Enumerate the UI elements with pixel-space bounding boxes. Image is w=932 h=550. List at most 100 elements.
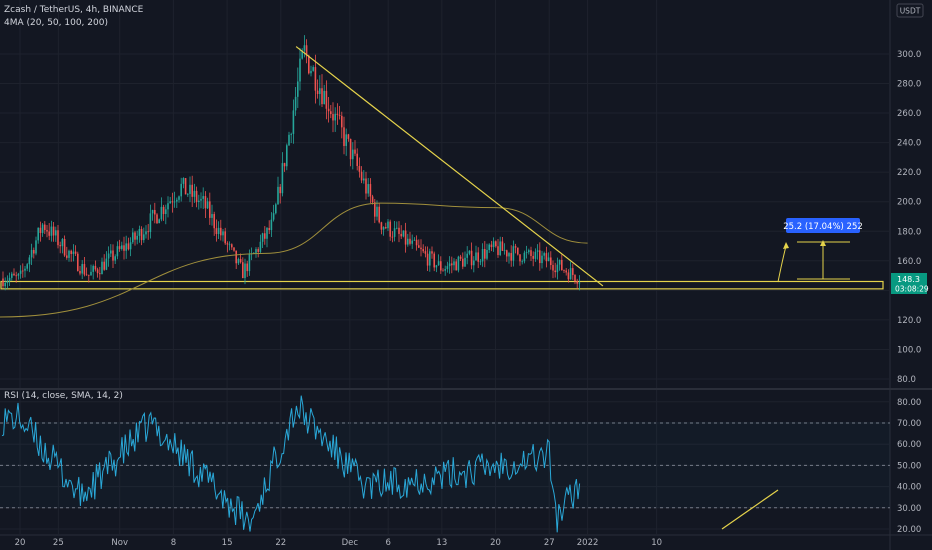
- candle-body: [209, 201, 211, 218]
- price-tick-label: 200.0: [897, 198, 921, 208]
- candle-body: [431, 251, 433, 254]
- price-badge-price: 148.3: [897, 275, 920, 284]
- candle-body: [11, 273, 13, 278]
- candle-body: [308, 55, 310, 74]
- price-axis[interactable]: 80.0100.0120.0140.0160.0180.0200.0220.02…: [897, 50, 921, 385]
- candle-body: [481, 249, 484, 262]
- candle-body: [4, 282, 6, 287]
- candle-body: [116, 246, 119, 257]
- candle-body: [99, 273, 101, 275]
- candle-body: [374, 202, 376, 217]
- candle-body: [114, 256, 116, 261]
- trendline[interactable]: [295, 46, 604, 287]
- candle-body: [508, 253, 510, 257]
- candle-body: [446, 266, 449, 270]
- symbol-title[interactable]: Zcash / TetherUS, 4h, BINANCE: [4, 5, 144, 15]
- candle-body: [486, 250, 488, 259]
- rsi-tick-label: 50.00: [897, 461, 921, 471]
- candle-body: [123, 245, 125, 251]
- candle-body: [213, 214, 215, 229]
- candle-body: [101, 261, 103, 275]
- candle-body: [277, 186, 279, 205]
- candle-body: [523, 252, 526, 262]
- candle-body: [334, 113, 336, 121]
- candle-body: [473, 260, 475, 266]
- price-badge-countdown: 03:08:29: [895, 285, 929, 294]
- candle-body: [66, 255, 68, 258]
- support-zone[interactable]: [0, 280, 884, 290]
- candle-body: [2, 278, 4, 287]
- candle-body: [550, 257, 552, 266]
- candle-body: [517, 247, 519, 255]
- candle-body: [363, 178, 365, 181]
- candle-body: [167, 203, 169, 210]
- candle-body: [17, 273, 20, 276]
- rsi-pane[interactable]: [0, 390, 890, 535]
- candle-body: [239, 259, 242, 263]
- time-axis[interactable]: 20 25 Nov 8 15 22 Dec 6 13 20 27 2022 10: [15, 538, 662, 548]
- candle-body: [336, 113, 339, 115]
- candle-body: [235, 250, 237, 264]
- rsi-tick-label: 60.00: [897, 440, 921, 450]
- candle-body: [143, 234, 145, 241]
- projection-arrows[interactable]: [777, 242, 789, 283]
- candle-body: [129, 242, 132, 250]
- indicator-legend[interactable]: 4MA (20, 50, 100, 200): [4, 18, 108, 28]
- candle-body: [268, 227, 270, 231]
- candle-body: [92, 265, 94, 272]
- rsi-legend[interactable]: RSI (14, close, SMA, 14, 2): [4, 391, 123, 401]
- candle-body: [13, 273, 15, 276]
- ma200-line: [0, 202, 588, 318]
- candle-body: [424, 251, 427, 254]
- candle-body: [90, 271, 92, 276]
- candle-body: [470, 250, 473, 266]
- candle-body: [193, 190, 196, 197]
- time-tick-label: Nov: [111, 538, 128, 548]
- candle-body: [6, 281, 9, 283]
- price-pane[interactable]: [0, 0, 890, 388]
- candle-body: [501, 241, 504, 251]
- candle-body: [180, 183, 182, 197]
- candle-body: [290, 133, 292, 135]
- candle-body: [530, 250, 532, 256]
- rsi-axis[interactable]: 20.00 30.00 40.00 50.00 60.00 70.00 80.00: [897, 398, 921, 535]
- candle-body: [55, 230, 57, 236]
- candle-body: [354, 149, 356, 154]
- candle-body: [154, 209, 156, 215]
- candle-body: [264, 233, 266, 239]
- candle-body: [371, 196, 374, 203]
- candle-body: [352, 149, 354, 160]
- rsi-tick-label: 30.00: [897, 504, 921, 514]
- candle-body: [198, 200, 200, 203]
- price-tick-label: 100.0: [897, 345, 921, 355]
- candle-body: [222, 231, 224, 236]
- candle-body: [574, 274, 576, 281]
- candle-body: [497, 246, 499, 255]
- candle-body: [459, 256, 462, 259]
- measure-tool[interactable]: 25.2 (17.04%) 252: [783, 218, 863, 280]
- time-tick-label: 27: [544, 538, 555, 548]
- candle-body: [96, 269, 99, 274]
- candle-body: [52, 226, 55, 236]
- candle-body: [477, 252, 479, 262]
- candle-body: [33, 249, 35, 254]
- candle-body: [61, 239, 64, 247]
- candle-body: [136, 235, 138, 240]
- candle-body: [448, 263, 451, 267]
- candle-body: [294, 96, 297, 111]
- candle-body: [528, 250, 530, 253]
- candle-body: [330, 111, 332, 115]
- currency-tag[interactable]: [896, 3, 924, 18]
- time-tick-label: Dec: [342, 538, 359, 548]
- candle-body: [237, 259, 240, 264]
- candle-body: [156, 214, 158, 224]
- candle-body: [244, 263, 246, 279]
- candle-body: [569, 268, 572, 280]
- rsi-trendline[interactable]: [721, 489, 779, 530]
- candle-body: [259, 241, 262, 252]
- candle-body: [121, 245, 123, 249]
- rsi-grid: [0, 390, 890, 535]
- candle-body: [415, 239, 418, 246]
- candle-body: [466, 253, 468, 258]
